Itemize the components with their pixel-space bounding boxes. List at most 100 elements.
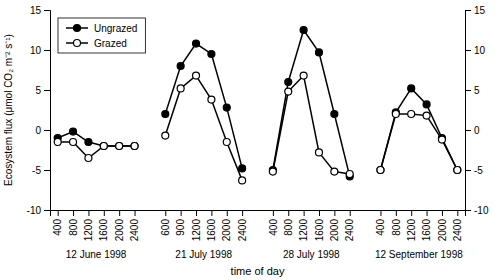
tick-mark (135, 210, 136, 216)
tick-label: -5 (32, 165, 41, 176)
tick-label: 5 (474, 85, 480, 96)
point (331, 168, 338, 175)
point (177, 85, 184, 92)
tick: 0 (35, 125, 50, 136)
tick-label: 2400 (237, 219, 248, 242)
point (408, 111, 415, 118)
legend: UngrazedGrazed (58, 18, 145, 53)
legend-frame (58, 18, 145, 53)
point (392, 111, 399, 118)
tick-label: 0 (474, 125, 480, 136)
tick-mark (411, 210, 412, 216)
legend-item: Ungrazed (66, 23, 137, 34)
tick-mark (319, 210, 320, 216)
tick-mark (288, 210, 289, 216)
tick: 2000 (114, 210, 125, 241)
tick: 800 (391, 210, 402, 236)
tick: 2000 (437, 210, 448, 241)
tick: 600 (160, 210, 171, 236)
tick: 10 (30, 45, 50, 56)
tick: 15 (465, 5, 486, 16)
point (285, 88, 292, 95)
y2-axis: -10-5051015 (465, 5, 489, 216)
tick: 2400 (452, 210, 463, 241)
tick-mark (465, 50, 471, 51)
tick-label: 1200 (83, 219, 94, 242)
tick: 1200 (298, 210, 309, 241)
tick-label: 1200 (191, 219, 202, 242)
point (116, 143, 123, 150)
tick-label: 1200 (298, 219, 309, 242)
tick-mark (119, 210, 120, 216)
tick-mark (44, 10, 50, 11)
tick-label: 2000 (437, 219, 448, 242)
tick: 1600 (98, 210, 109, 241)
tick-label: 1200 (406, 219, 417, 242)
tick: 1600 (206, 210, 217, 241)
tick: -5 (32, 165, 50, 176)
tick-label: 1600 (314, 219, 325, 242)
tick-mark (227, 210, 228, 216)
tick: 800 (283, 210, 294, 236)
tick: 800 (68, 210, 79, 236)
tick: 2000 (221, 210, 232, 241)
annotation: 28 July 1998 (283, 249, 340, 260)
point (85, 139, 92, 146)
tick-label: 2400 (452, 219, 463, 242)
tick-label: 2000 (114, 219, 125, 242)
tick: 400 (375, 210, 386, 236)
tick-mark (457, 210, 458, 216)
tick: 1200 (406, 210, 417, 241)
tick: 2400 (344, 210, 355, 241)
tick: 1600 (421, 210, 432, 241)
point (269, 168, 276, 175)
point (300, 72, 307, 79)
tick-label: 2000 (329, 219, 340, 242)
point (438, 136, 445, 143)
tick-label: 15 (30, 5, 42, 16)
point (70, 128, 77, 135)
point (315, 49, 322, 56)
tick-mark (73, 210, 74, 216)
tick: 400 (52, 210, 63, 236)
tick-mark (380, 210, 381, 216)
tick-label: 2400 (344, 219, 355, 242)
tick-mark (304, 210, 305, 216)
point (177, 63, 184, 70)
tick-mark (44, 90, 50, 91)
plot-area: -10-5051015-10-5051015400800120016002000… (3, 5, 489, 277)
legend-label: Ungrazed (94, 23, 137, 34)
tick-label: 10 (474, 45, 486, 56)
point (315, 149, 322, 156)
tick: 2000 (329, 210, 340, 241)
tick-label: -10 (27, 205, 42, 216)
tick-mark (442, 210, 443, 216)
annotation: 12 June 1998 (66, 249, 127, 260)
point (239, 165, 246, 172)
point (239, 177, 246, 184)
point (377, 167, 384, 174)
point (223, 104, 230, 111)
point (300, 27, 307, 34)
legend-marker (74, 25, 81, 32)
point (208, 96, 215, 103)
annotation: 12 September 1998 (375, 249, 463, 260)
x-axis: 4008001200160020002400600900120016002000… (51, 210, 466, 241)
y-axis: -10 -5 0 5 10 15 (27, 5, 51, 216)
tick: 5 (465, 85, 480, 96)
tick: 1600 (314, 210, 325, 241)
point (454, 167, 461, 174)
point (70, 139, 77, 146)
tick-mark (104, 210, 105, 216)
tick-mark (396, 210, 397, 216)
tick-mark (44, 50, 50, 51)
tick: 0 (465, 125, 480, 136)
point (162, 132, 169, 139)
tick: -5 (465, 165, 483, 176)
tick-label: 1600 (421, 219, 432, 242)
point (162, 111, 169, 118)
annotation: 21 July 1998 (175, 249, 232, 260)
tick: 5 (35, 85, 50, 96)
point (408, 85, 415, 92)
tick-mark (465, 90, 471, 91)
